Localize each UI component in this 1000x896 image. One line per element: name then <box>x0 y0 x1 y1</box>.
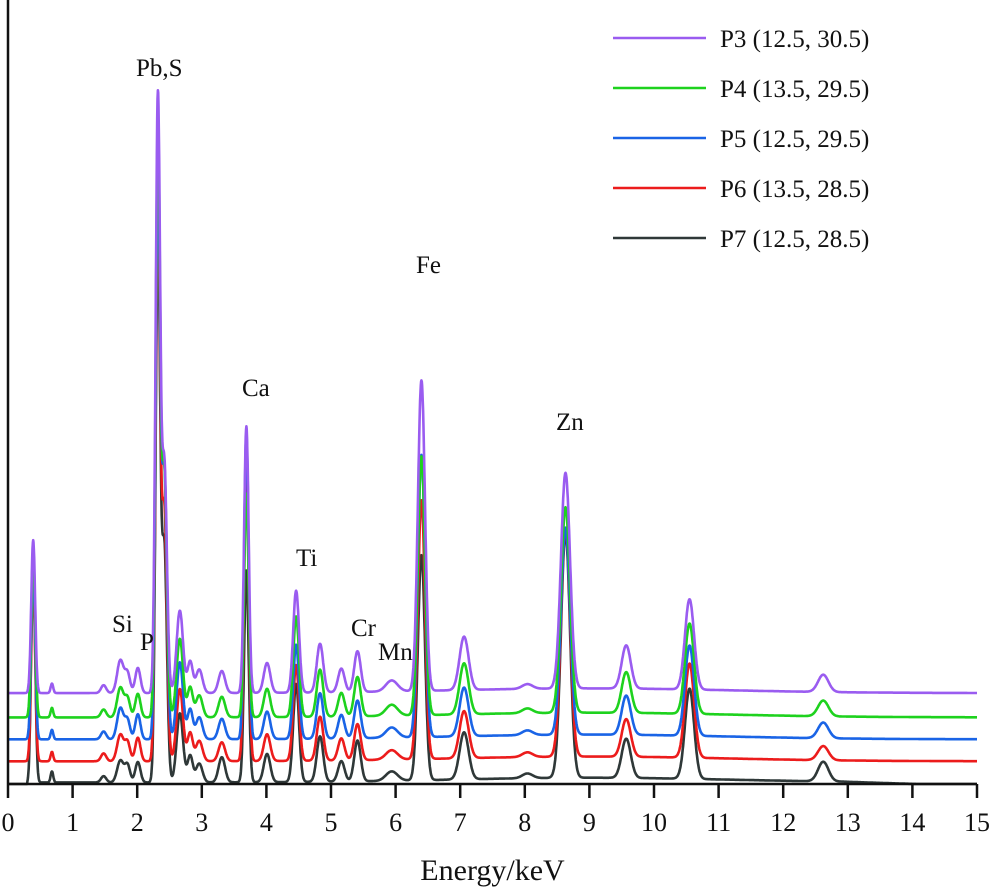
legend-label: P3 (12.5, 30.5) <box>720 26 869 53</box>
x-tick-label: 2 <box>131 808 144 837</box>
x-tick-label: 10 <box>641 808 667 837</box>
x-tick-label: 15 <box>964 808 990 837</box>
x-tick-label: 7 <box>454 808 467 837</box>
x-tick-label: 1 <box>66 808 79 837</box>
x-tick-label: 0 <box>2 808 15 837</box>
legend-label: P6 (13.5, 28.5) <box>720 176 869 203</box>
peak-label-cr: Cr <box>351 615 377 642</box>
x-tick-label: 12 <box>770 808 796 837</box>
series-line-p6 <box>7 200 978 763</box>
series-line-p4 <box>7 125 978 719</box>
peak-label-pb-s: Pb,S <box>136 55 183 82</box>
legend-label: P5 (12.5, 29.5) <box>720 126 869 153</box>
series-layer <box>7 89 978 786</box>
x-axis-title: Energy/keV <box>420 854 565 887</box>
series-line-p3 <box>7 89 978 695</box>
x-tick-label: 4 <box>260 808 273 837</box>
peak-label-ca: Ca <box>242 375 270 402</box>
legend-label: P7 (12.5, 28.5) <box>720 226 869 253</box>
peak-label-zn: Zn <box>556 409 584 436</box>
peak-label-fe: Fe <box>416 252 441 279</box>
peak-label-mn: Mn <box>378 639 413 666</box>
x-tick-label: 14 <box>899 808 925 837</box>
x-ticks: 0 1 2 3 4 5 6 7 8 9 10 11 12 13 14 15 <box>2 784 990 837</box>
legend-label: P4 (13.5, 29.5) <box>720 76 869 103</box>
x-tick-label: 11 <box>706 808 731 837</box>
x-tick-label: 9 <box>583 808 596 837</box>
peak-label-ti: Ti <box>296 545 317 572</box>
x-tick-label: 8 <box>518 808 531 837</box>
x-tick-label: 13 <box>835 808 861 837</box>
peak-label-p: P <box>140 629 154 656</box>
x-tick-label: 6 <box>389 808 402 837</box>
x-tick-label: 5 <box>325 808 338 837</box>
series-line-p7 <box>7 229 978 786</box>
x-tick-label: 3 <box>195 808 208 837</box>
legend: P3 (12.5, 30.5) P4 (13.5, 29.5) P5 (12.5, … <box>613 26 869 253</box>
peak-label-si: Si <box>112 611 133 638</box>
